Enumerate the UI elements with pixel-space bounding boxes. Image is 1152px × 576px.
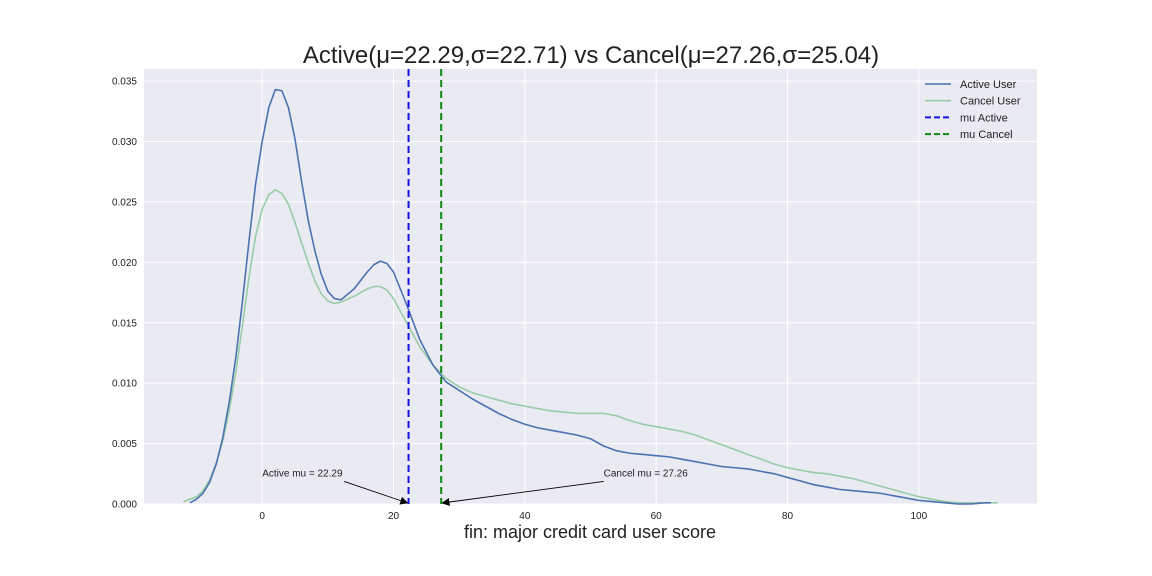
legend-label: mu Cancel (960, 129, 1013, 141)
y-tick-label: 0.000 (112, 500, 137, 511)
legend-label: mu Active (960, 112, 1008, 124)
x-tick-label: 0 (259, 511, 265, 522)
legend-label: Cancel User (960, 96, 1021, 108)
legend-active-user: Active User (925, 79, 1017, 91)
cancel-user-line (183, 189, 998, 504)
y-tick-label: 0.020 (112, 258, 137, 269)
axis-ticks: 0 20 40 60 80 100 0.000 0.005 0.010 0.015 0.020 0.0… (112, 77, 928, 522)
mean-lines (407, 69, 443, 504)
y-tick-label: 0.015 (112, 318, 137, 329)
annotation-arrow (441, 480, 604, 507)
legend: Active User Cancel User mu Active mu Cancel (925, 79, 1021, 141)
x-axis-label: fin: major credit card user score (464, 522, 716, 542)
grid-lines (144, 69, 1037, 505)
x-tick-label: 40 (519, 511, 531, 522)
y-tick-label: 0.025 (112, 197, 137, 208)
chart-title: Active(μ=22.29,σ=22.71) vs Cancel(μ=27.2… (303, 42, 879, 69)
cancel-mu-annotation: Cancel mu = 27.26 (604, 468, 689, 479)
active-mu-annotation: Active mu = 22.29 (262, 468, 343, 479)
x-tick-label: 20 (388, 511, 400, 522)
legend-mu-active: mu Active (925, 112, 1008, 124)
y-tick-label: 0.030 (112, 137, 137, 148)
series-lines (183, 88, 998, 505)
y-tick-label: 0.010 (112, 379, 137, 390)
annotation-arrow (344, 480, 409, 505)
y-tick-label: 0.005 (112, 439, 137, 450)
x-tick-label: 100 (910, 511, 927, 522)
annotations: Active mu = 22.29 Cancel mu = 27.26 (262, 468, 689, 507)
legend-label: Active User (960, 79, 1017, 91)
y-tick-label: 0.035 (112, 77, 137, 88)
x-tick-label: 60 (651, 511, 663, 522)
x-tick-label: 80 (782, 511, 794, 522)
legend-cancel-user: Cancel User (925, 96, 1021, 108)
legend-mu-cancel: mu Cancel (925, 129, 1013, 141)
active-user-line (189, 88, 992, 505)
